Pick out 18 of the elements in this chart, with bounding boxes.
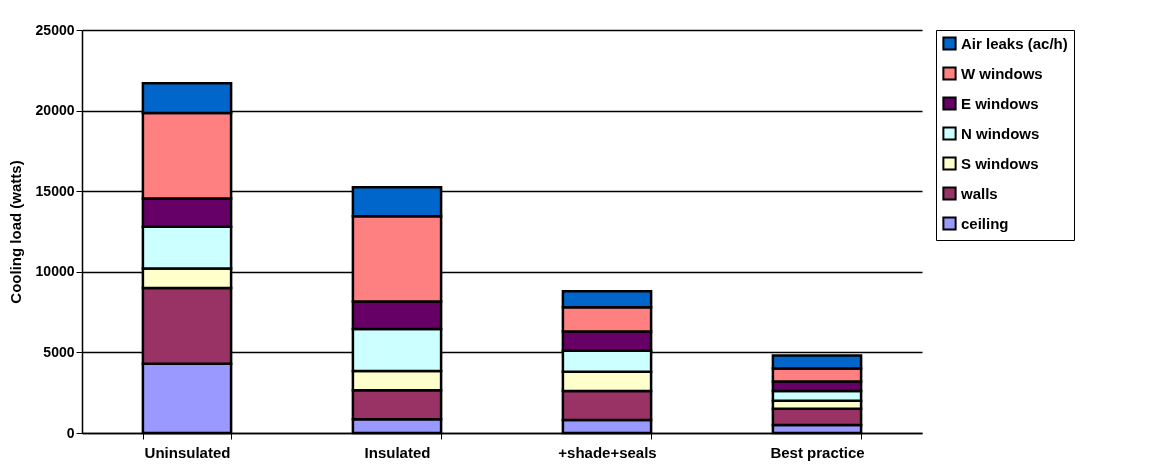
y-tick-label: 10000 [35,263,75,280]
legend-label: ceiling [961,214,1009,232]
y-axis-title: Cooling load (watts) [6,160,24,304]
y-tick-label: 5000 [43,343,75,360]
legend-label: N windows [961,124,1040,142]
y-tick-label: 15000 [35,182,75,199]
x-tick-label: +shade+seals [558,443,657,461]
x-tick-label: Best practice [770,443,865,461]
y-tick-label: 0 [66,424,75,441]
legend-label: S windows [961,154,1039,172]
x-tick-label: Insulated [364,443,431,461]
y-tick-label: 25000 [35,21,75,38]
y-tick-label: 20000 [35,102,75,119]
legend-label: walls [960,184,998,202]
x-tick-label: Uninsulated [144,443,231,461]
legend-label: E windows [961,94,1039,112]
legend-label: W windows [961,64,1043,82]
legend-label: Air leaks (ac/h) [961,34,1068,52]
